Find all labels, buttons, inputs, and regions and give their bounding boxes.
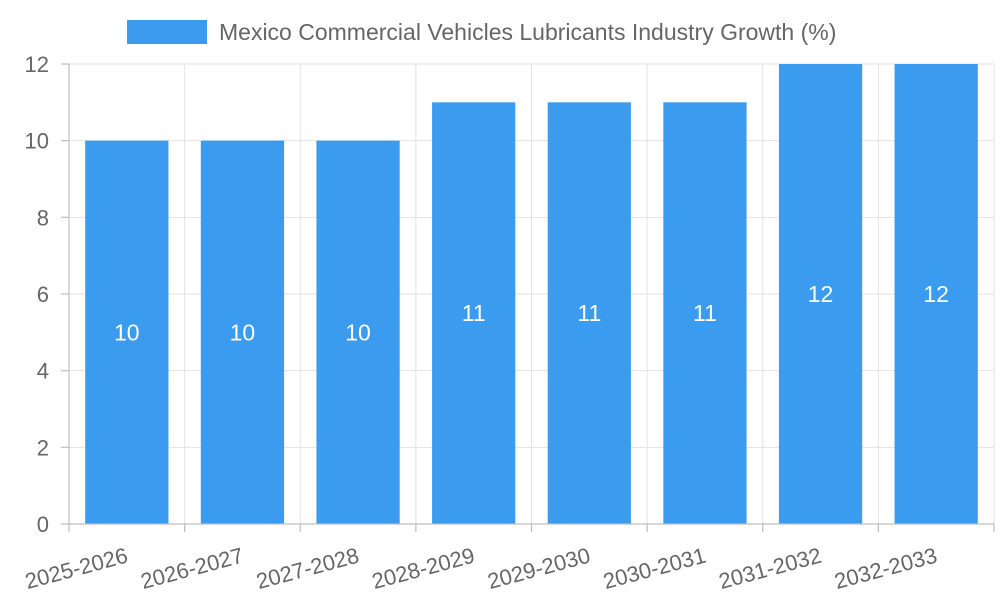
x-tick-label-2026-2027: 2026-2027 [138, 543, 246, 594]
y-tick-label-2: 4 [37, 359, 49, 384]
x-tick-label-2032-2033: 2032-2033 [832, 543, 940, 594]
data-label-2027-2028: 10 [345, 319, 371, 345]
x-axis-ticks: 2025-2026 2026-2027 2027-2028 2028-2029 2029… [22, 543, 939, 594]
data-label-2029-2030: 11 [577, 300, 601, 326]
bar-2026-2027[interactable] [200, 140, 285, 524]
bar-2029-2030[interactable] [547, 102, 631, 524]
bar-2031-2032[interactable] [778, 64, 863, 524]
chart-legend[interactable]: Mexico Commercial Vehicles Lubricants In… [127, 19, 836, 45]
data-label-2026-2027: 10 [230, 319, 256, 345]
bar-2032-2033[interactable] [894, 64, 978, 524]
data-label-2028-2029: 11 [462, 300, 486, 326]
data-label-2025-2026: 10 [114, 319, 140, 345]
bar-2030-2031[interactable] [663, 102, 747, 524]
chart-bars [85, 64, 978, 524]
data-label-2031-2032: 12 [808, 281, 834, 307]
data-label-2030-2031: 11 [693, 300, 717, 326]
y-tick-label-1: 2 [37, 435, 49, 460]
x-tick-label-2025-2026: 2025-2026 [22, 543, 130, 594]
y-tick-label-3: 6 [37, 282, 49, 307]
legend-swatch [127, 20, 207, 44]
y-tick-label-0: 0 [37, 512, 49, 537]
data-label-2032-2033: 12 [923, 281, 949, 307]
y-axis-ticks: 0 2 4 6 8 10 12 [25, 52, 49, 537]
bar-2027-2028[interactable] [316, 140, 400, 524]
y-tick-label-6: 12 [25, 52, 49, 77]
x-tick-label-2027-2028: 2027-2028 [254, 543, 362, 594]
legend-label: Mexico Commercial Vehicles Lubricants In… [219, 19, 836, 45]
x-tick-label-2030-2031: 2030-2031 [600, 543, 708, 594]
bar-2028-2029[interactable] [432, 102, 516, 524]
y-tick-label-5: 10 [25, 129, 49, 154]
chart-axes [61, 63, 995, 532]
x-tick-label-2029-2030: 2029-2030 [485, 543, 593, 594]
data-labels: 10 10 10 11 11 11 12 12 [114, 281, 949, 345]
x-tick-label-2028-2029: 2028-2029 [369, 543, 477, 594]
x-tick-label-2031-2032: 2031-2032 [716, 543, 824, 594]
bar-2025-2026[interactable] [85, 140, 169, 524]
y-tick-label-4: 8 [37, 205, 49, 230]
